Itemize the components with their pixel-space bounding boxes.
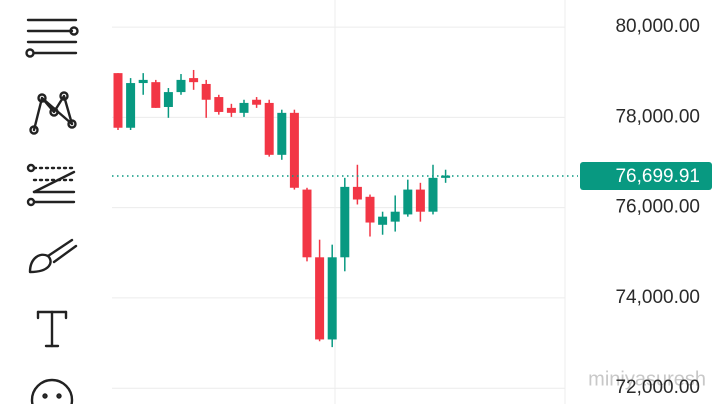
candle-body (277, 112, 287, 155)
candle-body (201, 83, 211, 100)
candle-body (151, 82, 161, 108)
candle-body (126, 83, 136, 128)
candle-body (315, 257, 325, 340)
candle-body (264, 102, 274, 155)
text-icon[interactable] (36, 310, 68, 348)
candle-body (239, 102, 249, 113)
candles (113, 69, 451, 348)
emoji-icon[interactable] (30, 378, 74, 404)
toolbar (25, 18, 79, 404)
candle-body (390, 211, 400, 222)
candle-body (403, 189, 413, 215)
candle-body (365, 196, 375, 223)
candle-body (113, 73, 123, 128)
candle-body (252, 99, 262, 105)
candle-body (441, 175, 451, 178)
y-tick-label: 72,000.00 (615, 377, 700, 398)
last-price-box (580, 162, 712, 191)
candle-body (163, 92, 173, 107)
candle-body (214, 97, 224, 112)
candle-body (415, 189, 425, 212)
candle-body (189, 78, 199, 83)
y-tick-label: 74,000.00 (615, 287, 700, 308)
candle-body (340, 186, 350, 258)
brush-icon[interactable] (28, 238, 78, 274)
candle-body (226, 107, 236, 113)
candle-body (352, 186, 362, 200)
candle-body (289, 112, 299, 188)
candle-body (176, 79, 186, 93)
fib-icon[interactable] (26, 163, 76, 207)
last-price-label: 76,699.91 (615, 166, 700, 187)
candle-body (302, 189, 312, 258)
candle-body (327, 257, 337, 340)
watermark: miniyasuresh (588, 368, 706, 390)
y-tick-label: 76,000.00 (615, 197, 700, 218)
grid (112, 26, 565, 389)
pattern-icon[interactable] (29, 91, 77, 135)
candle-body (138, 79, 148, 84)
y-tick-label: 80,000.00 (615, 16, 700, 37)
settings-icon[interactable] (25, 18, 79, 58)
candle-body (378, 216, 388, 225)
candle-body (428, 177, 438, 212)
y-tick-label: 78,000.00 (615, 106, 700, 127)
